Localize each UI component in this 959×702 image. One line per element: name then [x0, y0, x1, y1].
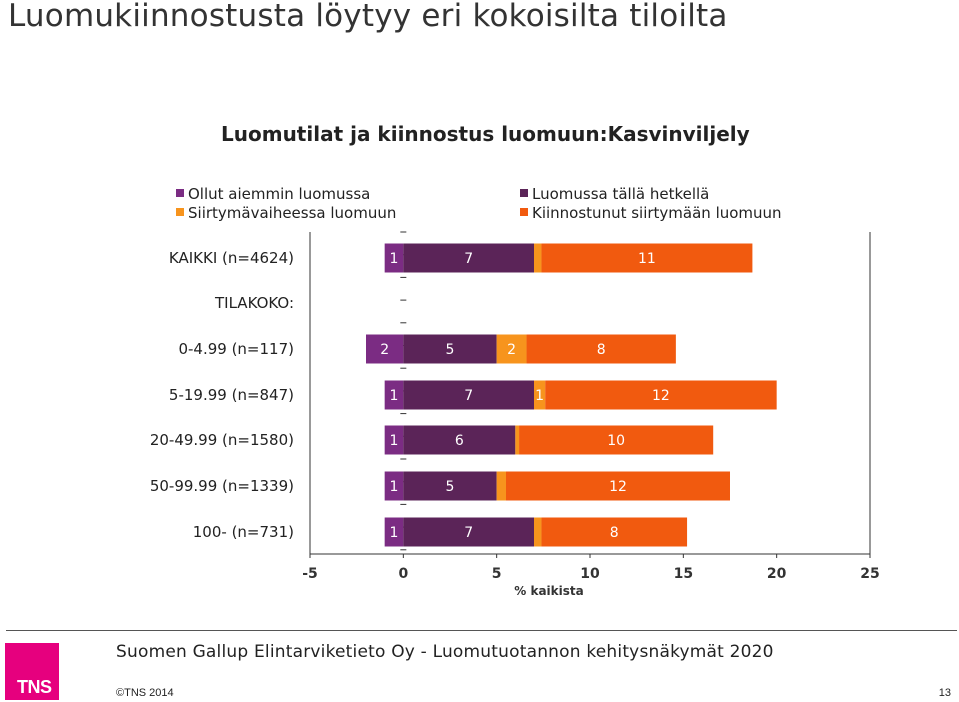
bar-segment [496, 471, 506, 501]
bar-segment [534, 517, 542, 547]
bar-segment [534, 380, 546, 410]
category-label: 5-19.99 (n=847) [169, 386, 294, 404]
legend-label: Ollut aiemmin luomussa [188, 185, 370, 203]
bar-value-label: 1 [390, 388, 399, 404]
bar-segment [384, 243, 404, 273]
x-axis-label: % kaikista [514, 584, 583, 598]
bar-value-label: 7 [464, 388, 473, 404]
bar-value-label: 8 [597, 342, 606, 358]
slide-title: Luomukiinnostusta löytyy eri kokoisilta … [8, 0, 728, 34]
legend-label: Kiinnostunut siirtymään luomuun [532, 204, 782, 222]
x-tick-label: 15 [674, 566, 693, 582]
bar-value-label: 11 [638, 251, 656, 267]
bar-segment [384, 380, 404, 410]
x-tick-label: 10 [580, 566, 600, 582]
bar-segment [384, 471, 404, 501]
bar-value-label: 1 [390, 479, 399, 495]
bar-segment [366, 334, 404, 364]
bar-value-label: 10 [607, 433, 625, 449]
legend-label: Luomussa tällä hetkellä [532, 185, 709, 203]
section-label: TILAKOKO: [214, 294, 294, 312]
bar-segment [496, 334, 527, 364]
bar-value-label: 5 [446, 479, 455, 495]
bar-segment [403, 517, 534, 547]
bar-value-label: 7 [464, 251, 473, 267]
bar-segment [384, 517, 404, 547]
footer-text: Suomen Gallup Elintarviketieto Oy - Luom… [116, 642, 774, 662]
x-tick-label: -5 [302, 566, 318, 582]
bar-value-label: 6 [455, 433, 464, 449]
bar-value-label: 1 [535, 388, 544, 404]
bar-segment [541, 243, 753, 273]
category-label: 20-49.99 (n=1580) [150, 431, 294, 449]
chart: Luomutilat ja kiinnostus luomuun:Kasvinv… [150, 122, 880, 598]
chart-title: Luomutilat ja kiinnostus luomuun:Kasvinv… [221, 122, 750, 146]
bar-segment [403, 334, 497, 364]
copyright-text: ©TNS 2014 [116, 687, 174, 699]
legend-swatch [176, 208, 184, 216]
bar-value-label: 7 [464, 525, 473, 541]
bar-segment [506, 471, 730, 501]
tns-logo: TNS [5, 643, 59, 700]
bar-segment [403, 380, 534, 410]
footer-divider [6, 630, 957, 631]
bar-segment [403, 243, 534, 273]
bar-value-label: 1 [390, 525, 399, 541]
bar-segment [519, 425, 714, 455]
category-label: 100- (n=731) [193, 523, 294, 541]
x-tick-label: 0 [398, 566, 408, 582]
bar-segment [515, 425, 520, 455]
bar-segment [384, 425, 404, 455]
legend-swatch [520, 208, 528, 216]
legend-swatch [176, 189, 184, 197]
bar-value-label: 2 [507, 342, 516, 358]
category-label: KAIKKI (n=4624) [169, 249, 294, 267]
bar-value-label: 5 [446, 342, 455, 358]
bar-value-label: 1 [390, 251, 399, 267]
x-tick-label: 25 [860, 566, 879, 582]
legend-label: Siirtymävaiheessa luomuun [188, 204, 396, 222]
legend-swatch [520, 189, 528, 197]
legend: Ollut aiemmin luomussaSiirtymävaiheessa … [176, 185, 782, 222]
bar-value-label: 8 [610, 525, 619, 541]
category-label: 50-99.99 (n=1339) [150, 477, 294, 495]
x-tick-label: 20 [767, 566, 787, 582]
category-label: 0-4.99 (n=117) [178, 340, 294, 358]
bar-segment [534, 243, 542, 273]
page-number: 13 [938, 687, 951, 699]
bar-value-label: 1 [390, 433, 399, 449]
bar-segment [545, 380, 777, 410]
x-tick-label: 5 [492, 566, 502, 582]
bar-segment [403, 425, 516, 455]
bar-segment [541, 517, 688, 547]
bar-value-label: 12 [652, 388, 670, 404]
bar-segment [403, 471, 497, 501]
logo-text: TNS [17, 677, 52, 697]
bar-segment [526, 334, 676, 364]
bar-value-label: 2 [380, 342, 389, 358]
bar-value-label: 12 [609, 479, 627, 495]
